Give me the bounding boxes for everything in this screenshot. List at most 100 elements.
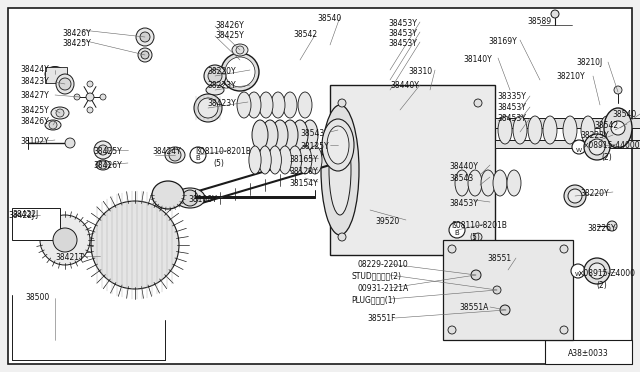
Text: STUDスタッド(2): STUDスタッド(2) bbox=[351, 271, 401, 280]
Text: 38589: 38589 bbox=[527, 17, 551, 26]
Circle shape bbox=[500, 305, 510, 315]
Text: 38165Y: 38165Y bbox=[289, 155, 317, 164]
Ellipse shape bbox=[33, 208, 97, 273]
Text: 38226Y: 38226Y bbox=[587, 224, 616, 233]
Ellipse shape bbox=[600, 116, 614, 144]
Ellipse shape bbox=[252, 120, 268, 150]
Ellipse shape bbox=[91, 201, 179, 289]
Ellipse shape bbox=[221, 53, 259, 91]
Circle shape bbox=[140, 32, 150, 42]
Text: ß08110-8201B: ß08110-8201B bbox=[451, 221, 507, 230]
Ellipse shape bbox=[45, 120, 61, 130]
Circle shape bbox=[190, 147, 206, 163]
Ellipse shape bbox=[563, 116, 577, 144]
Circle shape bbox=[99, 161, 107, 169]
Ellipse shape bbox=[581, 116, 595, 144]
Circle shape bbox=[53, 228, 77, 252]
Circle shape bbox=[98, 145, 108, 155]
Text: 38426Y: 38426Y bbox=[62, 29, 91, 38]
Text: W: W bbox=[575, 272, 581, 276]
Ellipse shape bbox=[329, 125, 351, 215]
Ellipse shape bbox=[584, 134, 610, 160]
Circle shape bbox=[611, 121, 625, 135]
Text: 38453Y: 38453Y bbox=[497, 103, 526, 112]
Circle shape bbox=[449, 222, 465, 238]
Ellipse shape bbox=[51, 107, 69, 119]
Circle shape bbox=[589, 139, 605, 155]
Text: 38426Y: 38426Y bbox=[93, 161, 122, 170]
Ellipse shape bbox=[271, 92, 285, 118]
Circle shape bbox=[230, 62, 250, 82]
Ellipse shape bbox=[165, 147, 185, 163]
Circle shape bbox=[474, 99, 482, 107]
Text: 38210Y: 38210Y bbox=[556, 72, 584, 81]
Text: B: B bbox=[196, 155, 200, 161]
Text: 38425Y: 38425Y bbox=[93, 147, 122, 156]
Ellipse shape bbox=[302, 120, 318, 150]
Text: 38422J: 38422J bbox=[8, 211, 35, 220]
Ellipse shape bbox=[283, 92, 297, 118]
Text: 38425Y: 38425Y bbox=[62, 39, 91, 48]
Text: 38453Y: 38453Y bbox=[388, 29, 417, 38]
Ellipse shape bbox=[528, 116, 542, 144]
Circle shape bbox=[572, 140, 586, 154]
Ellipse shape bbox=[194, 94, 222, 122]
Circle shape bbox=[74, 94, 80, 100]
Circle shape bbox=[589, 263, 605, 279]
Text: (5): (5) bbox=[213, 159, 224, 168]
Text: ß08110-8201B: ß08110-8201B bbox=[195, 147, 251, 156]
Ellipse shape bbox=[206, 85, 224, 95]
Bar bbox=[495, 118, 640, 128]
Text: 38426Y: 38426Y bbox=[215, 21, 244, 30]
Text: 38453Y: 38453Y bbox=[388, 39, 417, 48]
Circle shape bbox=[182, 190, 198, 206]
Circle shape bbox=[551, 10, 559, 18]
Text: ×08915-Z4000: ×08915-Z4000 bbox=[578, 269, 636, 278]
Bar bbox=[12, 208, 60, 240]
Ellipse shape bbox=[278, 146, 292, 174]
Text: 38120Y: 38120Y bbox=[289, 167, 317, 176]
Circle shape bbox=[493, 286, 501, 294]
Circle shape bbox=[448, 326, 456, 334]
Text: 00931-2121A: 00931-2121A bbox=[357, 284, 408, 293]
Text: A38±0033: A38±0033 bbox=[568, 349, 609, 358]
Text: 38220Y: 38220Y bbox=[207, 67, 236, 76]
Ellipse shape bbox=[247, 92, 261, 118]
Text: W: W bbox=[576, 148, 582, 153]
Text: 38543: 38543 bbox=[300, 129, 324, 138]
Text: (2): (2) bbox=[601, 153, 612, 162]
Ellipse shape bbox=[282, 120, 298, 150]
Text: 38220Y: 38220Y bbox=[580, 189, 609, 198]
Circle shape bbox=[141, 51, 149, 59]
Ellipse shape bbox=[272, 120, 288, 150]
Text: 38426Y: 38426Y bbox=[20, 117, 49, 126]
Bar bbox=[545, 340, 632, 364]
Ellipse shape bbox=[225, 57, 255, 87]
Ellipse shape bbox=[507, 170, 521, 196]
Circle shape bbox=[87, 107, 93, 113]
Circle shape bbox=[169, 149, 181, 161]
Text: 38425Y: 38425Y bbox=[215, 31, 244, 40]
Ellipse shape bbox=[232, 44, 248, 56]
Ellipse shape bbox=[80, 190, 190, 300]
Text: (5): (5) bbox=[469, 233, 480, 242]
Ellipse shape bbox=[136, 28, 154, 46]
Text: 38440Y: 38440Y bbox=[449, 162, 478, 171]
Ellipse shape bbox=[94, 141, 112, 159]
Text: 38551A: 38551A bbox=[459, 303, 488, 312]
Text: 38125Y: 38125Y bbox=[300, 142, 328, 151]
Text: 38423Y: 38423Y bbox=[207, 99, 236, 108]
Text: 38551F: 38551F bbox=[367, 314, 396, 323]
Circle shape bbox=[614, 86, 622, 94]
Circle shape bbox=[474, 233, 482, 241]
Text: (2): (2) bbox=[596, 281, 607, 290]
Circle shape bbox=[208, 69, 222, 83]
Text: 38223Y: 38223Y bbox=[580, 131, 609, 140]
Ellipse shape bbox=[468, 170, 482, 196]
Ellipse shape bbox=[604, 108, 632, 148]
Ellipse shape bbox=[96, 160, 110, 170]
Text: 38140Y: 38140Y bbox=[463, 55, 492, 64]
Text: 38421T: 38421T bbox=[55, 253, 84, 262]
Text: 38540: 38540 bbox=[317, 14, 341, 23]
Ellipse shape bbox=[175, 188, 205, 208]
